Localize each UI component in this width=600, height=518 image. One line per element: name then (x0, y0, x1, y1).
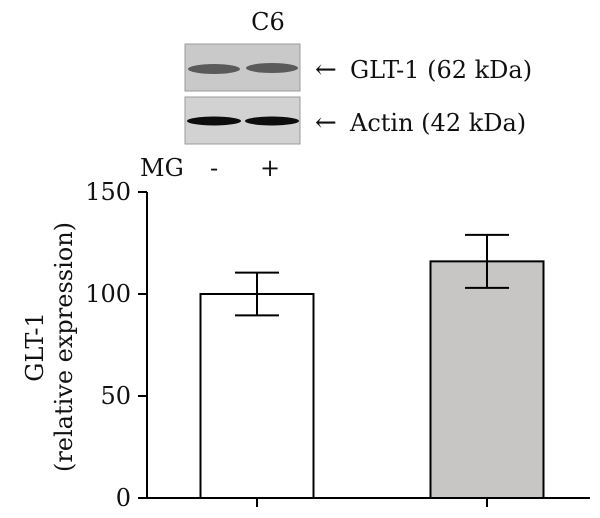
bar-2 (429, 260, 545, 499)
y-tick-label: 0 (116, 484, 131, 512)
blot-band-actin-lane-minus (187, 116, 241, 126)
bar-1 (199, 293, 315, 499)
blot-band-glt1-lane-plus (246, 63, 298, 73)
y-axis: 0 50 100 150 (85, 178, 148, 512)
y-tick-label: 150 (85, 178, 131, 206)
bars (199, 233, 545, 499)
blot-label-actin: Actin (42 kDa) (349, 109, 526, 137)
x-axis (147, 497, 590, 507)
y-tick-label: 50 (100, 382, 131, 410)
lane-sign-plus: + (260, 154, 280, 182)
blot-label-glt1: GLT-1 (62 kDa) (350, 56, 532, 84)
lanes-label: MG (140, 154, 184, 182)
arrow-icon: ← (315, 108, 337, 138)
blot-band-glt1-lane-minus (188, 64, 240, 74)
lane-sign-minus: - (210, 154, 218, 182)
blot-row-actin: ← Actin (42 kDa) (184, 96, 526, 145)
y-tick-label: 100 (85, 280, 131, 308)
y-axis-title-line1: GLT-1 (21, 312, 49, 381)
blot-band-actin-lane-plus (245, 116, 299, 126)
y-axis-title-line2: (relative expression) (50, 222, 78, 472)
arrow-icon: ← (315, 55, 337, 85)
blot-row-glt1: ← GLT-1 (62 kDa) (184, 43, 532, 92)
panel-label: C6 (251, 8, 285, 36)
